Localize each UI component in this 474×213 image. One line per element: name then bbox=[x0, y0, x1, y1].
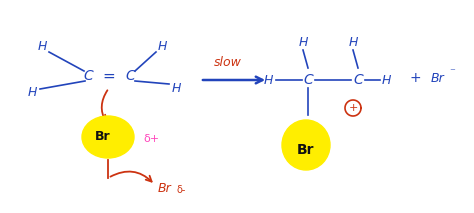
Text: Br: Br bbox=[158, 181, 172, 194]
Text: δ-: δ- bbox=[177, 185, 186, 195]
Text: C: C bbox=[125, 69, 135, 83]
Text: H: H bbox=[37, 40, 46, 53]
Ellipse shape bbox=[82, 116, 134, 158]
Text: C: C bbox=[353, 73, 363, 87]
Text: H: H bbox=[264, 73, 273, 86]
Text: Br: Br bbox=[297, 143, 315, 157]
Text: H: H bbox=[298, 36, 308, 49]
Text: H: H bbox=[381, 73, 391, 86]
Text: δ+: δ+ bbox=[143, 134, 159, 144]
Text: slow: slow bbox=[214, 56, 242, 69]
Text: +: + bbox=[409, 71, 421, 85]
Ellipse shape bbox=[282, 120, 330, 170]
Text: C: C bbox=[83, 69, 93, 83]
Text: =: = bbox=[103, 69, 115, 83]
Text: C: C bbox=[303, 73, 313, 87]
Text: H: H bbox=[27, 86, 36, 99]
Text: H: H bbox=[157, 40, 167, 53]
Text: +: + bbox=[348, 103, 358, 113]
Text: H: H bbox=[171, 82, 181, 95]
Text: Br: Br bbox=[95, 131, 111, 144]
Text: H: H bbox=[348, 36, 358, 49]
Text: Br: Br bbox=[431, 72, 445, 85]
Text: ⁻: ⁻ bbox=[449, 67, 455, 77]
